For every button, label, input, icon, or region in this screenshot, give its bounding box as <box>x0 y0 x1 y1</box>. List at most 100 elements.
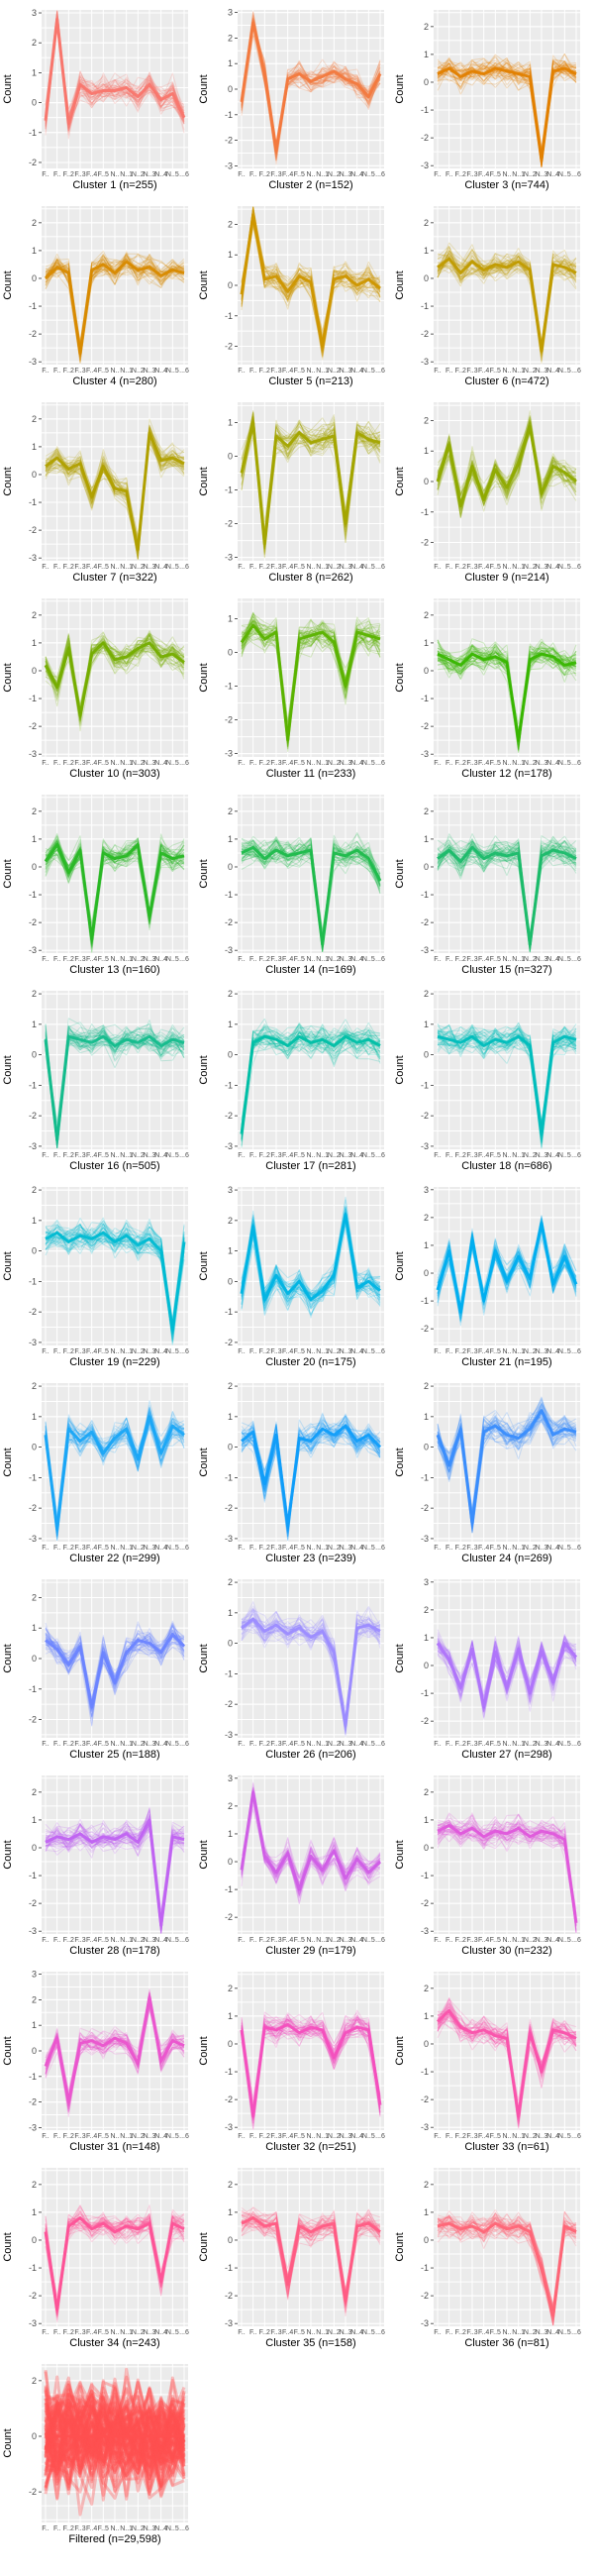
member-line <box>241 219 381 347</box>
x-tick-label: N..2 <box>524 1937 537 1944</box>
x-tick-label: F..3 <box>74 171 85 178</box>
member-line <box>437 840 577 953</box>
member-line <box>45 1806 185 1929</box>
member-line <box>45 839 185 941</box>
member-line <box>44 2401 186 2459</box>
x-tick-label: N..3 <box>340 956 352 963</box>
member-line <box>44 2383 186 2502</box>
x-tick-label: ...6 <box>375 2329 385 2336</box>
member-line <box>44 2414 186 2472</box>
x-tick-label: N..5 <box>166 1741 179 1748</box>
member-line <box>241 1031 381 1125</box>
x-tick-label: F..4 <box>86 760 97 767</box>
y-axis-title: Count <box>2 1840 14 1869</box>
x-tick-label: F..3 <box>270 1937 281 1944</box>
y-tick-label: 0 <box>228 2235 233 2245</box>
member-line <box>45 1021 185 1135</box>
x-tick-label: N..1 <box>316 564 329 571</box>
member-line <box>437 839 577 945</box>
member-line <box>45 431 185 546</box>
member-line <box>45 840 185 949</box>
x-tick-label: N..4 <box>350 2133 363 2140</box>
cluster-title: Cluster 27 (n=298) <box>461 1749 551 1761</box>
x-tick-label: F..4 <box>86 2133 97 2140</box>
member-line <box>437 1823 577 1917</box>
member-line <box>241 613 381 736</box>
member-line <box>241 1419 381 1523</box>
x-tick-label: N..4 <box>154 2525 167 2532</box>
member-line <box>241 618 381 741</box>
member-line <box>45 10 185 132</box>
member-line <box>241 611 381 746</box>
x-tick-label: F..2 <box>455 368 466 375</box>
x-tick-label: N..4 <box>350 368 363 375</box>
member-line <box>45 1645 185 1692</box>
y-tick-label: -2 <box>225 917 233 927</box>
x-tick-label: F.. <box>42 2133 49 2140</box>
member-line <box>437 61 577 163</box>
y-tick-label: 2 <box>32 218 37 228</box>
member-line <box>45 1422 185 1524</box>
member-line <box>45 1634 185 1717</box>
member-line <box>44 2395 186 2476</box>
y-tick-label: -3 <box>29 357 37 367</box>
y-tick-label: 0 <box>32 470 37 480</box>
y-tick-label: -2 <box>29 1503 37 1513</box>
cluster-panel: -3 -2 -1 0 1 2 F.. F.. F..2 F..3 F..4 F..5 N.. N..1 N.… <box>196 2160 392 2350</box>
member-line <box>241 2015 381 2120</box>
member-line <box>45 256 185 348</box>
member-line <box>44 2404 186 2491</box>
member-line <box>45 1222 185 1334</box>
member-line <box>45 426 185 549</box>
x-tick-label: N..4 <box>350 171 363 178</box>
x-tick-label: F..3 <box>74 1545 85 1552</box>
member-line <box>437 1025 577 1144</box>
member-line <box>241 1432 381 1526</box>
x-tick-label: F.. <box>42 760 49 767</box>
x-tick-label: F..3 <box>270 1545 281 1552</box>
x-tick-label: F..4 <box>478 1348 489 1355</box>
x-tick-label: F..4 <box>282 171 293 178</box>
x-tick-label: ...6 <box>179 1152 189 1159</box>
x-tick-label: ...6 <box>375 760 385 767</box>
x-tick-label: N.. <box>307 171 316 178</box>
x-tick-label: N.. <box>307 956 316 963</box>
member-line <box>45 254 185 349</box>
member-line <box>241 1023 381 1139</box>
member-line <box>45 635 185 714</box>
x-tick-label: N..5 <box>362 564 375 571</box>
x-tick-label: N..4 <box>546 564 559 571</box>
x-tick-label: F..5 <box>98 1937 109 1944</box>
member-line <box>437 1634 577 1696</box>
x-tick-label: F.. <box>434 2133 441 2140</box>
y-tick-label: -2 <box>225 715 233 725</box>
member-line <box>45 1222 185 1328</box>
member-line <box>437 427 577 514</box>
y-tick-label: -2 <box>421 2094 429 2104</box>
member-line <box>437 61 577 160</box>
member-line <box>45 1991 185 2112</box>
member-line <box>437 848 577 946</box>
member-line <box>44 2408 186 2517</box>
member-line <box>241 1217 381 1310</box>
x-tick-label: N..4 <box>546 760 559 767</box>
y-tick-label: -1 <box>421 890 429 900</box>
x-tick-label: F..4 <box>282 2133 293 2140</box>
x-tick-label: ...6 <box>375 1545 385 1552</box>
member-line <box>437 840 577 951</box>
member-line <box>241 1415 381 1534</box>
member-line <box>45 1621 185 1698</box>
member-line <box>241 618 381 735</box>
y-tick-label: 0 <box>32 666 37 676</box>
member-line <box>241 417 381 549</box>
member-line <box>437 249 577 358</box>
y-tick-label: -2 <box>225 1503 233 1513</box>
x-tick-label: N..2 <box>132 1152 145 1159</box>
y-tick-label: -2 <box>421 2291 429 2301</box>
series-group <box>45 418 185 561</box>
member-line <box>437 1410 577 1528</box>
member-line <box>45 1227 185 1341</box>
